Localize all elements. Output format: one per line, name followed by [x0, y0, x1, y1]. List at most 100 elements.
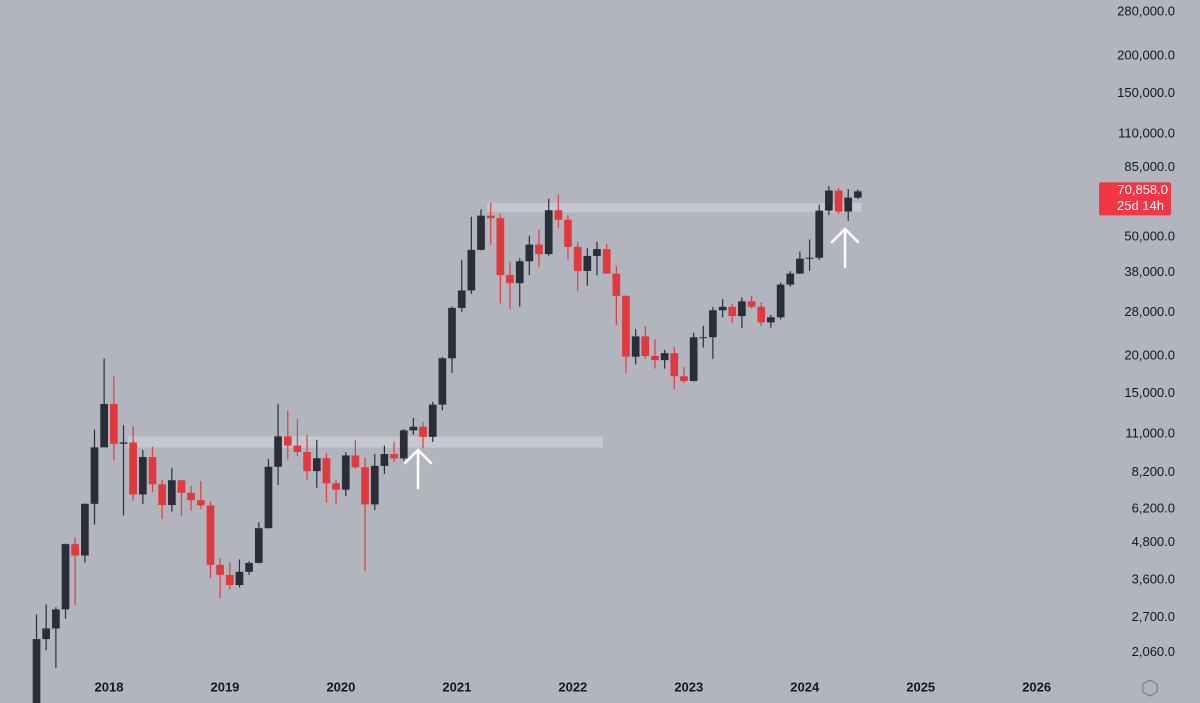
x-tick-label: 2024 — [790, 679, 820, 694]
candle-body — [32, 639, 41, 703]
candle-body — [274, 436, 282, 467]
candle-body — [805, 257, 814, 259]
candle-body — [390, 454, 398, 459]
candle-body — [457, 290, 466, 308]
candle-body — [612, 273, 621, 296]
candle-body — [631, 336, 640, 357]
candle-body — [81, 503, 89, 556]
candle-body — [583, 255, 592, 271]
candle-body — [216, 564, 224, 575]
candle-body — [283, 436, 292, 446]
candle-body — [187, 492, 195, 501]
candle-body — [110, 403, 118, 444]
candle-body — [167, 480, 176, 506]
candle-body — [844, 197, 853, 212]
candle-body — [815, 210, 824, 258]
candle-body — [399, 430, 408, 459]
arrow-head — [830, 227, 860, 244]
candle-body — [129, 442, 137, 495]
candle-body — [322, 458, 331, 484]
candle-body — [264, 466, 273, 529]
candle-body — [139, 456, 147, 495]
candle-body — [622, 295, 630, 357]
x-tick-label: 2018 — [95, 679, 124, 694]
candle-body — [293, 445, 302, 452]
logo-icon — [1142, 679, 1158, 697]
candle-body — [351, 455, 360, 468]
candle-body — [42, 628, 51, 640]
candle-body — [486, 215, 495, 219]
candle-body — [370, 465, 379, 505]
candle-body — [196, 500, 205, 506]
candle-body — [651, 355, 659, 361]
candle-body — [709, 310, 717, 338]
candle-body — [225, 574, 234, 586]
candle-body — [100, 403, 108, 448]
candle-body — [332, 483, 340, 490]
candle-body — [71, 544, 79, 556]
y-tick-label: 50,000.0 — [1124, 228, 1175, 243]
candle-body — [593, 249, 601, 256]
candle-body — [341, 455, 350, 490]
y-tick-label: 38,000.0 — [1124, 264, 1175, 279]
zones — [127, 203, 862, 448]
candle-body — [245, 562, 253, 572]
candle-body — [554, 210, 563, 220]
zone — [487, 203, 862, 213]
x-tick-label: 2023 — [674, 679, 703, 694]
arrow — [403, 448, 433, 490]
price-label: 70,858.0 — [1117, 182, 1168, 197]
candle-body — [573, 246, 582, 271]
candle-body — [544, 210, 553, 255]
candle-body — [670, 353, 679, 377]
y-tick-label: 15,000.0 — [1124, 385, 1175, 400]
candle-body — [409, 426, 418, 431]
y-tick-label: 110,000.0 — [1118, 125, 1175, 140]
candle-body — [235, 571, 244, 586]
candle-body — [718, 306, 727, 311]
candle-body — [786, 273, 795, 285]
candle-body — [515, 261, 524, 284]
y-tick-label: 280,000.0 — [1117, 4, 1175, 19]
candle-body — [535, 244, 543, 255]
candle-body — [177, 480, 186, 493]
candle-body — [767, 317, 775, 323]
y-tick-label: 2,700.0 — [1132, 609, 1175, 624]
candle-body — [602, 249, 611, 274]
candle-body — [854, 191, 862, 198]
candle-body — [467, 249, 476, 291]
candle-body — [641, 336, 650, 356]
arrow — [830, 227, 860, 269]
candle-body — [380, 454, 389, 466]
x-tick-label: 2026 — [1022, 679, 1051, 694]
candle-body — [158, 484, 166, 506]
candle-body — [119, 442, 128, 444]
y-tick-label: 11,000.0 — [1125, 426, 1175, 441]
y-tick-label: 85,000.0 — [1124, 159, 1175, 174]
candle-body — [738, 301, 746, 317]
candle-body — [52, 609, 60, 629]
candle-body — [825, 190, 833, 211]
candle-body — [757, 306, 766, 323]
y-tick-label: 8,200.0 — [1132, 464, 1175, 479]
candle-body — [254, 528, 263, 563]
candle-body — [438, 358, 447, 405]
y-tick-label: 4,800.0 — [1132, 534, 1175, 549]
candle-body — [525, 244, 534, 262]
price-box — [1099, 182, 1171, 216]
candle-body — [776, 284, 785, 318]
x-tick-label: 2020 — [326, 679, 355, 694]
candle-body — [206, 505, 215, 565]
candle-body — [680, 376, 688, 382]
candle-body — [689, 337, 698, 382]
zone — [127, 436, 603, 448]
y-tick-label: 20,000.0 — [1124, 348, 1175, 363]
candle-body — [303, 451, 311, 472]
candle-body — [834, 190, 843, 212]
candle-body — [90, 447, 99, 504]
candle-body — [747, 301, 756, 307]
candle-body — [361, 467, 369, 505]
